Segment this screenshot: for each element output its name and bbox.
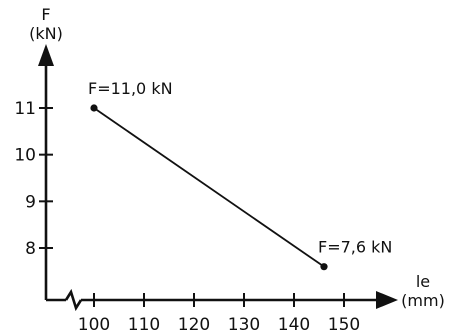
y-axis-title: F	[41, 5, 50, 24]
x-tick-label: 130	[228, 315, 260, 333]
data-series: F=11,0 kN F=7,6 kN	[88, 79, 392, 271]
data-point	[320, 263, 328, 271]
data-label: F=7,6 kN	[318, 238, 392, 257]
x-tick-label: 120	[178, 315, 210, 333]
x-axis-unit: (mm)	[401, 291, 445, 310]
x-axis-title: le	[416, 272, 430, 291]
y-tick-label: 10	[14, 146, 36, 166]
x-axis-arrowhead	[376, 291, 398, 309]
x-tick-label: 140	[278, 315, 310, 333]
data-point	[90, 104, 98, 112]
y-tick-label: 11	[14, 99, 36, 119]
y-tick-label: 9	[25, 192, 36, 212]
axis-ticks: 100 110 120 130 140 150 8 9 10 11	[14, 99, 360, 333]
y-axis-unit: (kN)	[29, 24, 63, 43]
x-tick-label: 100	[78, 315, 110, 333]
x-tick-label: 110	[128, 315, 160, 333]
data-label: F=11,0 kN	[88, 79, 173, 98]
x-tick-label: 150	[328, 315, 360, 333]
y-tick-label: 8	[25, 239, 36, 259]
x-axis-break-mark	[64, 288, 83, 312]
series-line	[93, 107, 325, 268]
y-axis-arrowhead	[38, 44, 54, 66]
